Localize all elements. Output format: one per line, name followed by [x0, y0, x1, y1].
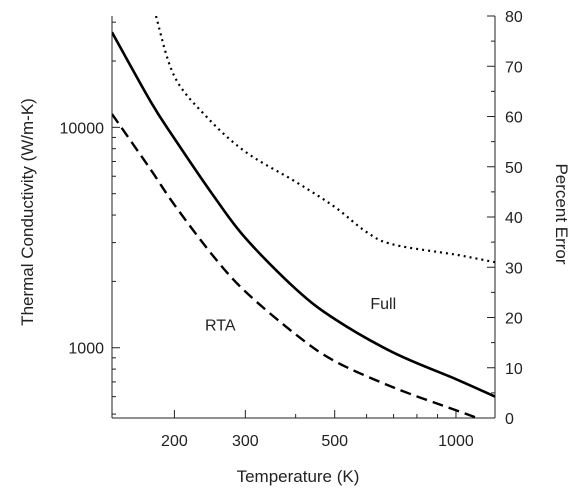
series-line-rta: [112, 113, 482, 418]
y-axis-ticks: 1000 10000: [60, 21, 120, 415]
x-tick-label: 1000: [438, 433, 474, 450]
series-label-full: Full: [370, 296, 396, 313]
annotation-layer: Full RTA: [205, 296, 396, 334]
y2-axis-title: Percent Error: [552, 163, 571, 264]
plot-frame: [111, 16, 496, 419]
series-layer: [112, 16, 495, 418]
y2-tick-label: 40: [505, 210, 523, 227]
y2-tick-label: 60: [505, 110, 523, 127]
x-tick-label: 200: [161, 433, 188, 450]
series-label-rta: RTA: [205, 317, 236, 334]
y-axis-title: Thermal Conductivity (W/m-K): [18, 98, 37, 326]
y-tick-label: 1000: [68, 341, 104, 358]
y2-tick-label: 30: [505, 260, 523, 277]
y2-tick-label: 20: [505, 311, 523, 328]
y2-axis-ticks: 0 10 20 30 40 50 60 70 80: [487, 9, 523, 428]
y2-tick-label: 70: [505, 59, 523, 76]
y2-tick-label: 80: [505, 9, 523, 26]
series-line-full: [112, 31, 495, 398]
series-line-percent-error: [154, 16, 495, 264]
x-axis-title: Temperature (K): [237, 467, 360, 486]
x-tick-label: 300: [232, 433, 259, 450]
y-tick-label: 10000: [60, 120, 105, 137]
x-tick-label: 500: [321, 433, 348, 450]
x-axis-ticks: 200 300 500 1000: [161, 410, 474, 450]
y2-tick-label: 0: [505, 411, 514, 428]
y2-tick-label: 10: [505, 361, 523, 378]
y2-tick-label: 50: [505, 160, 523, 177]
